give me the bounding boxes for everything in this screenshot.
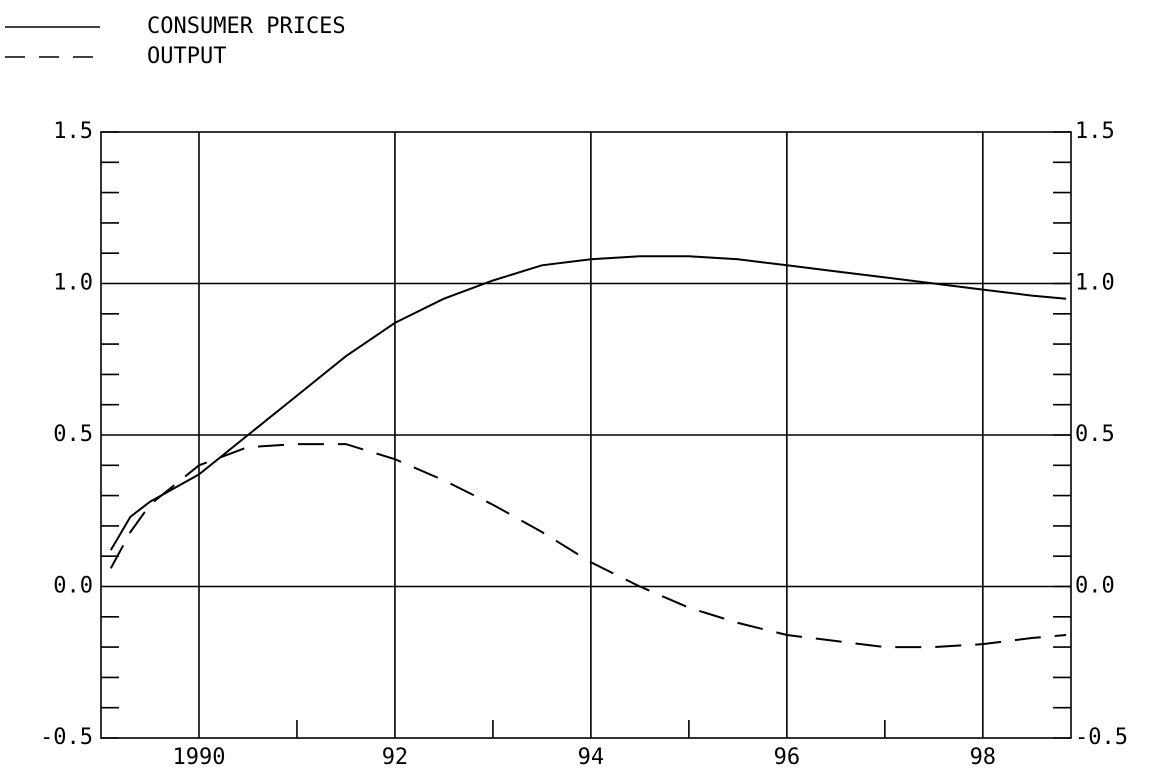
legend-label: OUTPUT — [147, 44, 226, 69]
y-tick-label: 1.5 — [53, 119, 93, 144]
y-tick-label: 1.0 — [53, 271, 93, 296]
x-tick-label: 92 — [382, 745, 409, 770]
series-line — [109, 255, 1067, 551]
x-tick-label: 1990 — [172, 745, 225, 770]
x-tick-label: 94 — [578, 745, 605, 770]
y-tick-label: -0.5 — [40, 725, 93, 750]
y2-tick-label: 1.5 — [1075, 119, 1115, 144]
x-tick-label: 98 — [970, 745, 997, 770]
y-tick-label: 0.5 — [53, 422, 93, 447]
y-tick-label: 0.0 — [53, 574, 93, 599]
series-line — [109, 443, 1067, 649]
y2-tick-label: 0.0 — [1075, 574, 1115, 599]
x-tick-label: 96 — [774, 745, 801, 770]
y2-tick-label: -0.5 — [1075, 725, 1128, 750]
y2-tick-label: 0.5 — [1075, 422, 1115, 447]
legend-label: CONSUMER PRICES — [147, 14, 346, 39]
y2-tick-label: 1.0 — [1075, 271, 1115, 296]
